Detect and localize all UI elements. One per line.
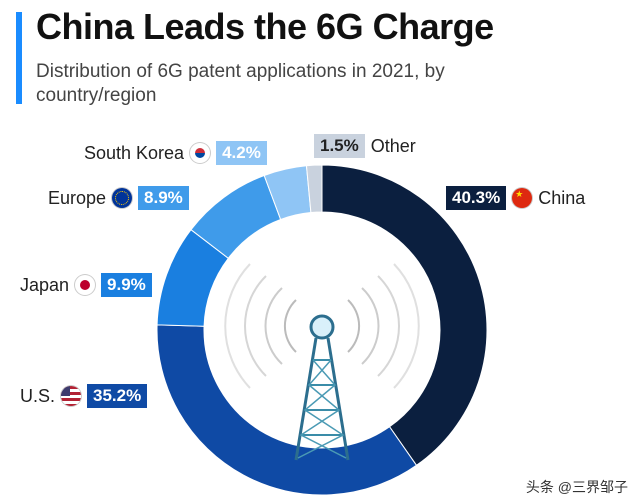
south-korea-flag-icon (190, 143, 211, 163)
south-korea-percent-badge: 4.2% (216, 141, 267, 165)
slice-u-s (156, 324, 418, 496)
label-us: U.S. 35.2% (20, 384, 148, 408)
other-label: Other (370, 135, 416, 156)
antenna-tower-icon (224, 263, 420, 461)
japan-percent-badge: 9.9% (101, 273, 152, 297)
us-percent-badge: 35.2% (87, 384, 148, 408)
slice-other (305, 164, 323, 214)
china-flag-icon: ★ (512, 188, 533, 208)
china-percent-badge: 40.3% (446, 186, 507, 210)
japan-label: Japan (20, 274, 70, 295)
us-flag-icon (61, 386, 82, 406)
label-china: 40.3% ★ China (446, 186, 591, 210)
label-other: 1.5% Other (314, 134, 422, 158)
south-korea-label: South Korea (84, 142, 185, 163)
label-south-korea: South Korea 4.2% (84, 141, 267, 165)
label-japan: Japan 9.9% (20, 273, 152, 297)
other-percent-badge: 1.5% (314, 134, 365, 158)
accent-bar (16, 12, 22, 104)
donut-slices (156, 164, 488, 496)
china-label: China (538, 187, 586, 208)
label-europe: Europe 8.9% (48, 186, 189, 210)
watermark: 头条 @三界邹子 (525, 479, 628, 495)
eu-flag-icon (112, 188, 133, 208)
japan-flag-icon (75, 275, 96, 295)
us-label: U.S. (20, 385, 56, 406)
slice-china (321, 164, 488, 466)
europe-label: Europe (48, 187, 107, 208)
europe-percent-badge: 8.9% (138, 186, 189, 210)
chart-subtitle: Distribution of 6G patent applications i… (36, 61, 445, 106)
chart-title: China Leads the 6G Charge (36, 6, 494, 47)
